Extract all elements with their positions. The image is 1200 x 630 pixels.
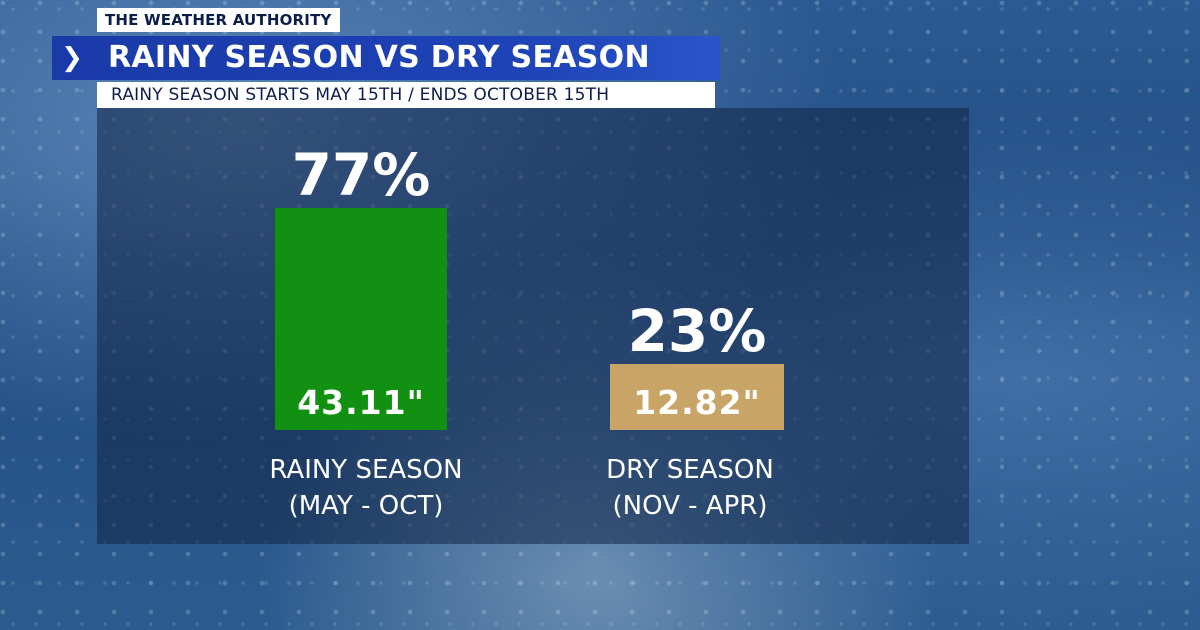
title-bar: ❯ RAINY SEASON VS DRY SEASON	[52, 36, 720, 80]
percent-label-rainy: 77%	[291, 141, 431, 209]
bar-value-dry: 12.82"	[633, 383, 761, 422]
category-label-dry: DRY SEASON (NOV - APR)	[570, 452, 810, 524]
category-name-rainy: RAINY SEASON	[269, 455, 463, 485]
chart-panel: 43.11" 12.82" 77% 23% RAINY SEASON (MAY …	[97, 108, 969, 544]
bar-rainy-season: 43.11"	[275, 208, 447, 430]
brand-tag: THE WEATHER AUTHORITY	[97, 8, 340, 32]
category-months-dry: (NOV - APR)	[612, 491, 768, 521]
page-title: RAINY SEASON VS DRY SEASON	[108, 40, 650, 75]
chevron-right-icon: ❯	[61, 43, 83, 73]
category-name-dry: DRY SEASON	[606, 455, 774, 485]
bar-value-rainy: 43.11"	[297, 383, 425, 422]
percent-label-dry: 23%	[627, 297, 767, 365]
category-label-rainy: RAINY SEASON (MAY - OCT)	[236, 452, 496, 524]
category-months-rainy: (MAY - OCT)	[288, 491, 444, 521]
bar-dry-season: 12.82"	[610, 364, 784, 430]
subtitle: RAINY SEASON STARTS MAY 15TH / ENDS OCTO…	[97, 82, 715, 108]
